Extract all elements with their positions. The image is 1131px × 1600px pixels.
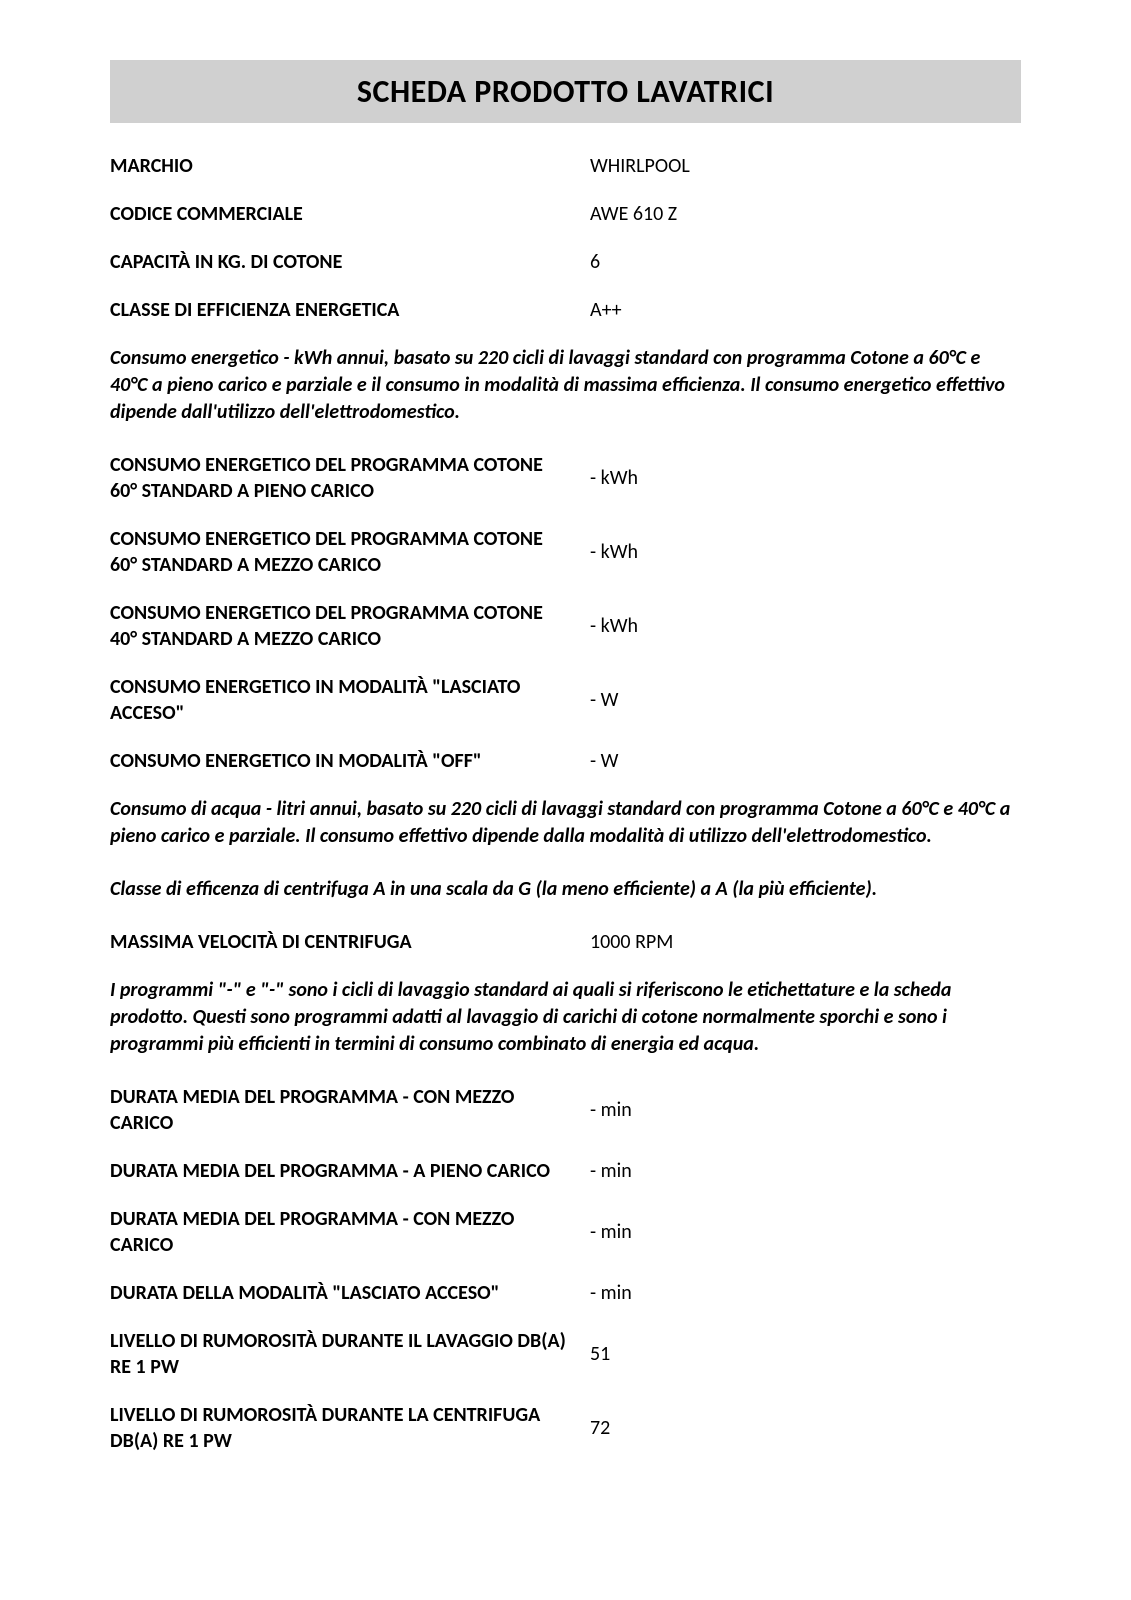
- title-bar: SCHEDA PRODOTTO LAVATRICI: [110, 60, 1021, 123]
- spec-row: CONSUMO ENERGETICO DEL PROGRAMMA COTONE …: [110, 452, 1021, 504]
- spec-label: CAPACITÀ IN KG. DI COTONE: [110, 249, 590, 275]
- spec-value: AWE 610 Z: [590, 201, 677, 227]
- spec-label: DURATA MEDIA DEL PROGRAMMA - CON MEZZO C…: [110, 1206, 590, 1258]
- spec-row: MARCHIO WHIRLPOOL: [110, 153, 1021, 179]
- spec-row: CAPACITÀ IN KG. DI COTONE 6: [110, 249, 1021, 275]
- spec-value: 1000 RPM: [590, 929, 673, 955]
- spec-label: MASSIMA VELOCITÀ DI CENTRIFUGA: [110, 929, 590, 955]
- spec-label: MARCHIO: [110, 153, 590, 179]
- spec-value: WHIRLPOOL: [590, 153, 690, 179]
- spec-value: 72: [590, 1415, 610, 1441]
- spec-label: LIVELLO DI RUMOROSITÀ DURANTE LA CENTRIF…: [110, 1402, 590, 1454]
- spec-label: CONSUMO ENERGETICO DEL PROGRAMMA COTONE …: [110, 600, 590, 652]
- spec-value: - kWh: [590, 613, 638, 639]
- spec-value: - min: [590, 1158, 632, 1184]
- spec-value: 6: [590, 249, 600, 275]
- spec-label: DURATA MEDIA DEL PROGRAMMA - CON MEZZO C…: [110, 1084, 590, 1136]
- spec-label: CONSUMO ENERGETICO DEL PROGRAMMA COTONE …: [110, 452, 590, 504]
- spec-label: CLASSE DI EFFICIENZA ENERGETICA: [110, 297, 590, 323]
- note-water: Consumo di acqua - litri annui, basato s…: [110, 796, 1021, 850]
- spec-label: CONSUMO ENERGETICO IN MODALITÀ "LASCIATO…: [110, 674, 590, 726]
- spec-row: CONSUMO ENERGETICO DEL PROGRAMMA COTONE …: [110, 600, 1021, 652]
- spec-value: - min: [590, 1219, 632, 1245]
- spec-value: - W: [590, 748, 618, 774]
- spec-value: - kWh: [590, 465, 638, 491]
- spec-value: 51: [590, 1341, 610, 1367]
- note-energy: Consumo energetico - kWh annui, basato s…: [110, 345, 1021, 426]
- spec-row: DURATA DELLA MODALITÀ "LASCIATO ACCESO" …: [110, 1280, 1021, 1306]
- spec-row: DURATA MEDIA DEL PROGRAMMA - CON MEZZO C…: [110, 1084, 1021, 1136]
- spec-row: CONSUMO ENERGETICO IN MODALITÀ "OFF" - W: [110, 748, 1021, 774]
- note-programs: I programmi "-" e "-" sono i cicli di la…: [110, 977, 1021, 1058]
- spec-label: CONSUMO ENERGETICO DEL PROGRAMMA COTONE …: [110, 526, 590, 578]
- page-title: SCHEDA PRODOTTO LAVATRICI: [110, 72, 1021, 111]
- note-spin-class: Classe di efficenza di centrifuga A in u…: [110, 876, 1021, 903]
- spec-row: CONSUMO ENERGETICO IN MODALITÀ "LASCIATO…: [110, 674, 1021, 726]
- spec-value: - W: [590, 687, 618, 713]
- spec-label: DURATA DELLA MODALITÀ "LASCIATO ACCESO": [110, 1280, 590, 1306]
- spec-label: DURATA MEDIA DEL PROGRAMMA - A PIENO CAR…: [110, 1158, 590, 1184]
- spec-row: LIVELLO DI RUMOROSITÀ DURANTE IL LAVAGGI…: [110, 1328, 1021, 1380]
- spec-row: DURATA MEDIA DEL PROGRAMMA - CON MEZZO C…: [110, 1206, 1021, 1258]
- spec-row: MASSIMA VELOCITÀ DI CENTRIFUGA 1000 RPM: [110, 929, 1021, 955]
- spec-label: LIVELLO DI RUMOROSITÀ DURANTE IL LAVAGGI…: [110, 1328, 590, 1380]
- spec-row: DURATA MEDIA DEL PROGRAMMA - A PIENO CAR…: [110, 1158, 1021, 1184]
- spec-value: A++: [590, 297, 622, 323]
- spec-label: CODICE COMMERCIALE: [110, 201, 590, 227]
- spec-row: CLASSE DI EFFICIENZA ENERGETICA A++: [110, 297, 1021, 323]
- spec-row: LIVELLO DI RUMOROSITÀ DURANTE LA CENTRIF…: [110, 1402, 1021, 1454]
- spec-row: CODICE COMMERCIALE AWE 610 Z: [110, 201, 1021, 227]
- spec-value: - min: [590, 1097, 632, 1123]
- spec-label: CONSUMO ENERGETICO IN MODALITÀ "OFF": [110, 748, 590, 774]
- spec-value: - min: [590, 1280, 632, 1306]
- spec-row: CONSUMO ENERGETICO DEL PROGRAMMA COTONE …: [110, 526, 1021, 578]
- spec-value: - kWh: [590, 539, 638, 565]
